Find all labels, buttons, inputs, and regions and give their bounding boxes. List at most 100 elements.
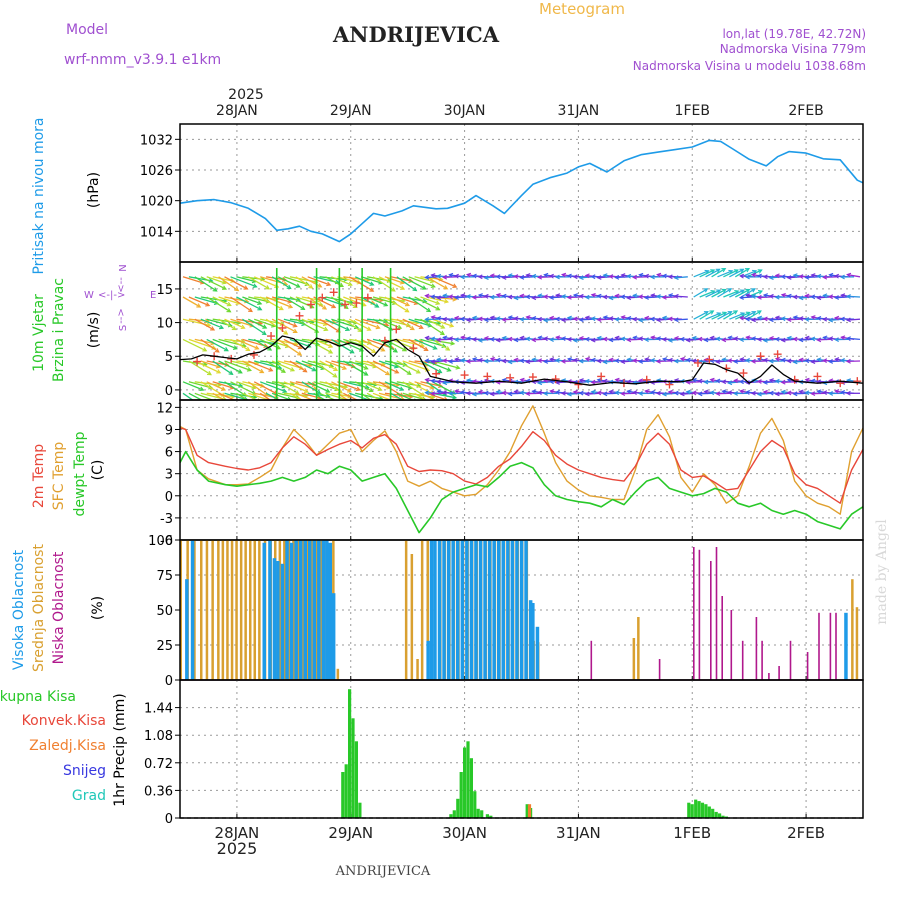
precip-bar: [351, 718, 355, 818]
wind-arrow: [206, 276, 226, 284]
wind-arrow-head: [392, 348, 398, 353]
wind-arrow-head: [756, 379, 762, 384]
wind-arrow: [182, 318, 211, 327]
wind-arrow-head: [537, 380, 543, 386]
gust-marker: [267, 332, 276, 341]
cloud-bar: [211, 540, 214, 680]
wind-arrow: [693, 270, 709, 278]
wind-arrow-head: [442, 274, 448, 280]
wind-arrow: [230, 392, 257, 398]
wind-arrow-head: [442, 390, 448, 395]
precip-bar: [700, 802, 705, 818]
wind-arrow-head: [548, 337, 554, 342]
wind-arrow: [319, 318, 341, 333]
wind-arrow-head: [483, 358, 489, 364]
wind-arrow: [414, 338, 437, 350]
wind-arrow-head: [371, 348, 377, 354]
precip-bar: [489, 815, 493, 818]
cloud-bar: [310, 540, 313, 680]
wind-arrow-head: [322, 305, 328, 310]
gust-marker: [853, 377, 862, 386]
wind-arrow-head: [709, 377, 715, 383]
compass-west: W: [84, 290, 94, 301]
wind-arrow: [200, 276, 227, 290]
wind-arrow-head: [673, 275, 679, 281]
y-tick-label: 3: [165, 468, 173, 483]
wind-arrow-head: [513, 389, 519, 395]
wind-arrow-head: [608, 274, 614, 279]
wind-arrow-head: [279, 321, 285, 326]
wind-arrow-head: [703, 379, 709, 385]
wind-arrow-head: [768, 317, 774, 323]
wind-arrow: [265, 296, 293, 309]
wind-arrow-head: [810, 391, 816, 396]
cloud-bar: [855, 607, 859, 680]
wind-arrow-head: [303, 388, 309, 393]
y-tick-label: 50: [156, 604, 173, 619]
wind-arrow: [484, 276, 498, 279]
wind-arrow: [544, 318, 558, 322]
wind-arrow: [236, 381, 256, 389]
wind-arrow-head: [243, 285, 249, 290]
wind-arrow: [182, 296, 201, 308]
wind-arrow: [686, 338, 700, 341]
wind-arrow-head: [311, 366, 317, 372]
wind-arrow-head: [507, 336, 513, 342]
wind-arrow-head: [667, 389, 673, 395]
wind-arrow-head: [744, 389, 751, 395]
cloud-bar: [851, 579, 854, 680]
wind-arrow: [799, 338, 813, 341]
wind-arrow: [372, 360, 399, 374]
wind-arrow-head: [465, 317, 471, 323]
wind-arrow-head: [441, 343, 447, 349]
gust-marker: [295, 311, 304, 320]
wind-arrow-head: [757, 289, 764, 295]
wind-arrow: [698, 392, 712, 395]
cloud-bar: [698, 549, 701, 680]
wind-arrow-head: [214, 348, 220, 353]
gust-marker: [705, 355, 714, 364]
wind-arrow-head: [762, 379, 768, 385]
wind-arrow-head: [596, 335, 602, 341]
wind-arrow-head: [495, 357, 501, 363]
cloud-bar: [294, 540, 298, 680]
wind-arrow-head: [727, 390, 733, 395]
wind-arrow-head: [816, 389, 822, 395]
wind-arrow: [729, 268, 744, 278]
legend-convective-rain: Konvek.Kisa: [22, 713, 106, 729]
wind-arrow-head: [435, 306, 441, 311]
wind-arrow-head: [537, 293, 543, 299]
gust-marker: [432, 369, 441, 378]
wind-arrow-head: [762, 337, 768, 343]
wind-arrow-head: [221, 280, 227, 285]
wind-arrow: [420, 360, 442, 374]
wind-arrow-head: [226, 301, 232, 307]
precip-bar: [459, 772, 463, 818]
wind-arrow: [396, 360, 421, 374]
wind-arrow-head: [643, 273, 650, 279]
wind-arrow-head: [697, 378, 703, 384]
wind-arrow: [723, 290, 739, 298]
wind-arrow-head: [254, 345, 260, 350]
wind-arrow-head: [590, 389, 596, 395]
wind-arrow-head: [798, 316, 804, 321]
wind-arrow-head: [210, 326, 216, 331]
wind-arrow-head: [608, 337, 614, 343]
wind-arrow-head: [436, 337, 442, 343]
wind-arrow-head: [745, 293, 751, 299]
wind-arrow-head: [402, 362, 408, 367]
precip-bar: [718, 813, 722, 818]
wind-arrow-head: [507, 315, 513, 321]
wind-arrow-head: [292, 328, 298, 333]
wind-arrow-head: [810, 378, 816, 384]
wind-arrow-head: [626, 295, 632, 301]
wind-arrow-head: [326, 281, 332, 287]
y-tick-label: 15: [156, 283, 173, 298]
wind-arrow-head: [452, 296, 458, 302]
wind-arrow: [242, 296, 262, 305]
wind-arrow-head: [780, 389, 786, 395]
cloud-bar: [658, 659, 661, 680]
wind-arrow-head: [584, 315, 590, 321]
wind-arrow: [248, 318, 267, 329]
wind-arrow: [337, 296, 358, 308]
